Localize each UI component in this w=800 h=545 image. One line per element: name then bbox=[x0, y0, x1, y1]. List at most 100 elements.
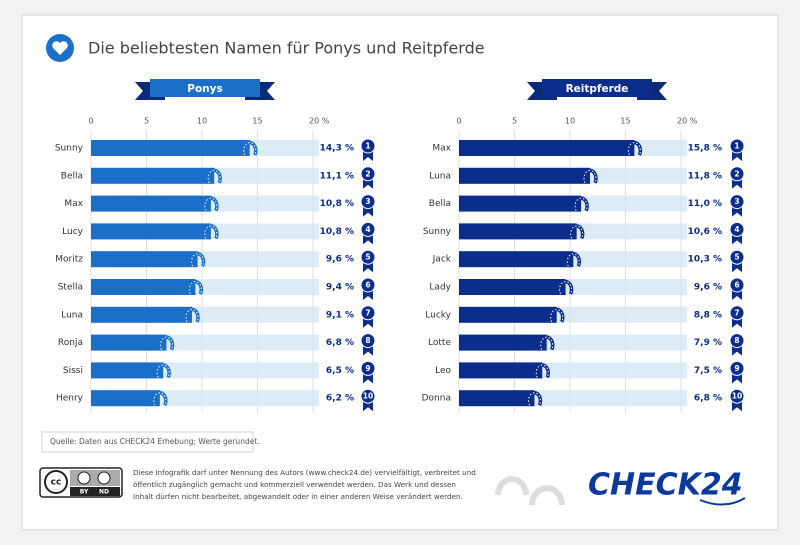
by-icon bbox=[77, 471, 91, 485]
horseshoe-inner bbox=[243, 142, 257, 156]
bar bbox=[459, 390, 535, 407]
horseshoe-deco bbox=[495, 476, 529, 496]
value-label: 6,8 % bbox=[326, 338, 354, 348]
value-label: 10,6 % bbox=[688, 227, 722, 237]
horseshoe-inner bbox=[204, 225, 218, 239]
bar bbox=[91, 362, 164, 379]
horseshoe-inner bbox=[574, 197, 588, 211]
category-label: Lady bbox=[429, 283, 451, 293]
horseshoe-inner bbox=[207, 169, 221, 184]
value-label: 6,2 % bbox=[326, 394, 354, 404]
value-label: 9,4 % bbox=[326, 283, 354, 293]
x-tick-label: 5 bbox=[512, 117, 517, 126]
category-label: Lucy bbox=[62, 227, 84, 237]
x-tick-label: 10 bbox=[565, 117, 575, 126]
rank-label: 9 bbox=[734, 364, 739, 373]
x-tick-label: 0 bbox=[88, 117, 93, 126]
horseshoe-inner bbox=[204, 197, 218, 211]
bar bbox=[91, 306, 193, 323]
value-label: 11,0 % bbox=[688, 199, 722, 209]
rank-badge bbox=[729, 360, 745, 376]
category-label: Bella bbox=[61, 171, 83, 181]
category-label: Henry bbox=[56, 394, 84, 404]
rank-label: 5 bbox=[734, 253, 739, 262]
horseshoe-inner bbox=[566, 253, 580, 267]
horseshoe-inner bbox=[583, 169, 597, 184]
rank-badge bbox=[360, 333, 376, 349]
nd-text: ND bbox=[99, 489, 109, 496]
rank-label: 2 bbox=[734, 169, 739, 178]
rank-label: 5 bbox=[365, 253, 370, 262]
bar bbox=[459, 167, 590, 184]
logo-swoosh bbox=[699, 497, 746, 506]
bar bbox=[459, 223, 577, 240]
rank-badge bbox=[360, 194, 376, 210]
x-tick-label: 15 bbox=[252, 117, 262, 126]
value-label: 6,8 % bbox=[694, 394, 722, 404]
value-label: 9,6 % bbox=[694, 283, 722, 293]
title: Die beliebtesten Namen für Ponys und Rei… bbox=[88, 39, 485, 58]
chart-title: Ponys bbox=[187, 83, 222, 95]
value-label: 9,1 % bbox=[326, 310, 354, 320]
rank-badge bbox=[360, 249, 376, 265]
bar bbox=[91, 195, 211, 212]
rank-badge bbox=[360, 166, 376, 182]
rank-badge bbox=[729, 305, 745, 321]
value-label: 7,5 % bbox=[694, 366, 722, 376]
ribbon bbox=[150, 79, 260, 97]
logo: CHECK24 bbox=[588, 468, 743, 503]
horseshoe-inner bbox=[540, 336, 554, 350]
category-label: Ronja bbox=[58, 338, 83, 348]
card bbox=[21, 14, 779, 531]
rank-badge bbox=[729, 333, 745, 349]
bar bbox=[459, 251, 574, 268]
category-label: Moritz bbox=[55, 255, 83, 265]
rank-badge bbox=[360, 360, 376, 376]
cc-text: cc bbox=[51, 478, 62, 488]
rank-label: 8 bbox=[734, 336, 739, 345]
rank-badge bbox=[360, 305, 376, 321]
cc-badge-bottom bbox=[70, 487, 120, 496]
horseshoe-inner bbox=[185, 308, 199, 323]
rank-label: 6 bbox=[734, 281, 739, 290]
value-label: 6,5 % bbox=[326, 366, 354, 376]
rank-label: 6 bbox=[365, 281, 370, 290]
horseshoe-inner bbox=[559, 281, 573, 295]
rank-label: 7 bbox=[734, 308, 739, 317]
rank-label: 8 bbox=[365, 336, 370, 345]
rank-badge bbox=[729, 388, 745, 404]
rank-label: 7 bbox=[365, 308, 370, 317]
category-label: Sunny bbox=[55, 144, 84, 154]
value-label: 10,8 % bbox=[320, 227, 354, 237]
chart-title: Reitpferde bbox=[566, 83, 629, 95]
category-label: Leo bbox=[435, 366, 451, 376]
rank-label: 3 bbox=[365, 197, 370, 206]
cc-circle bbox=[44, 470, 68, 494]
horseshoe-inner bbox=[570, 225, 584, 239]
rank-badge bbox=[729, 166, 745, 182]
license-line: öffentlich zugänglich gemacht und kommer… bbox=[133, 480, 456, 489]
category-label: Luna bbox=[429, 171, 451, 181]
bar bbox=[459, 279, 566, 295]
rank-label: 2 bbox=[365, 169, 370, 178]
horseshoe-inner bbox=[188, 281, 202, 295]
horseshoe-inner bbox=[153, 392, 167, 406]
horseshoe-inner bbox=[550, 308, 564, 323]
source-box bbox=[41, 431, 254, 453]
rank-badge bbox=[360, 277, 376, 293]
bar bbox=[459, 140, 635, 156]
bar bbox=[91, 279, 196, 295]
category-label: Sissi bbox=[63, 366, 83, 376]
category-label: Luna bbox=[61, 310, 83, 320]
nd-icon bbox=[97, 471, 111, 485]
rank-label: 1 bbox=[365, 142, 370, 151]
horseshoe-inner bbox=[159, 336, 173, 350]
rank-label: 10 bbox=[732, 392, 742, 401]
horseshoe-deco bbox=[529, 485, 565, 506]
source: Quelle: Daten aus CHECK24 Erhebung; Wert… bbox=[50, 437, 260, 446]
bar bbox=[91, 251, 198, 268]
rank-badge bbox=[729, 138, 745, 154]
category-label: Bella bbox=[429, 199, 451, 209]
